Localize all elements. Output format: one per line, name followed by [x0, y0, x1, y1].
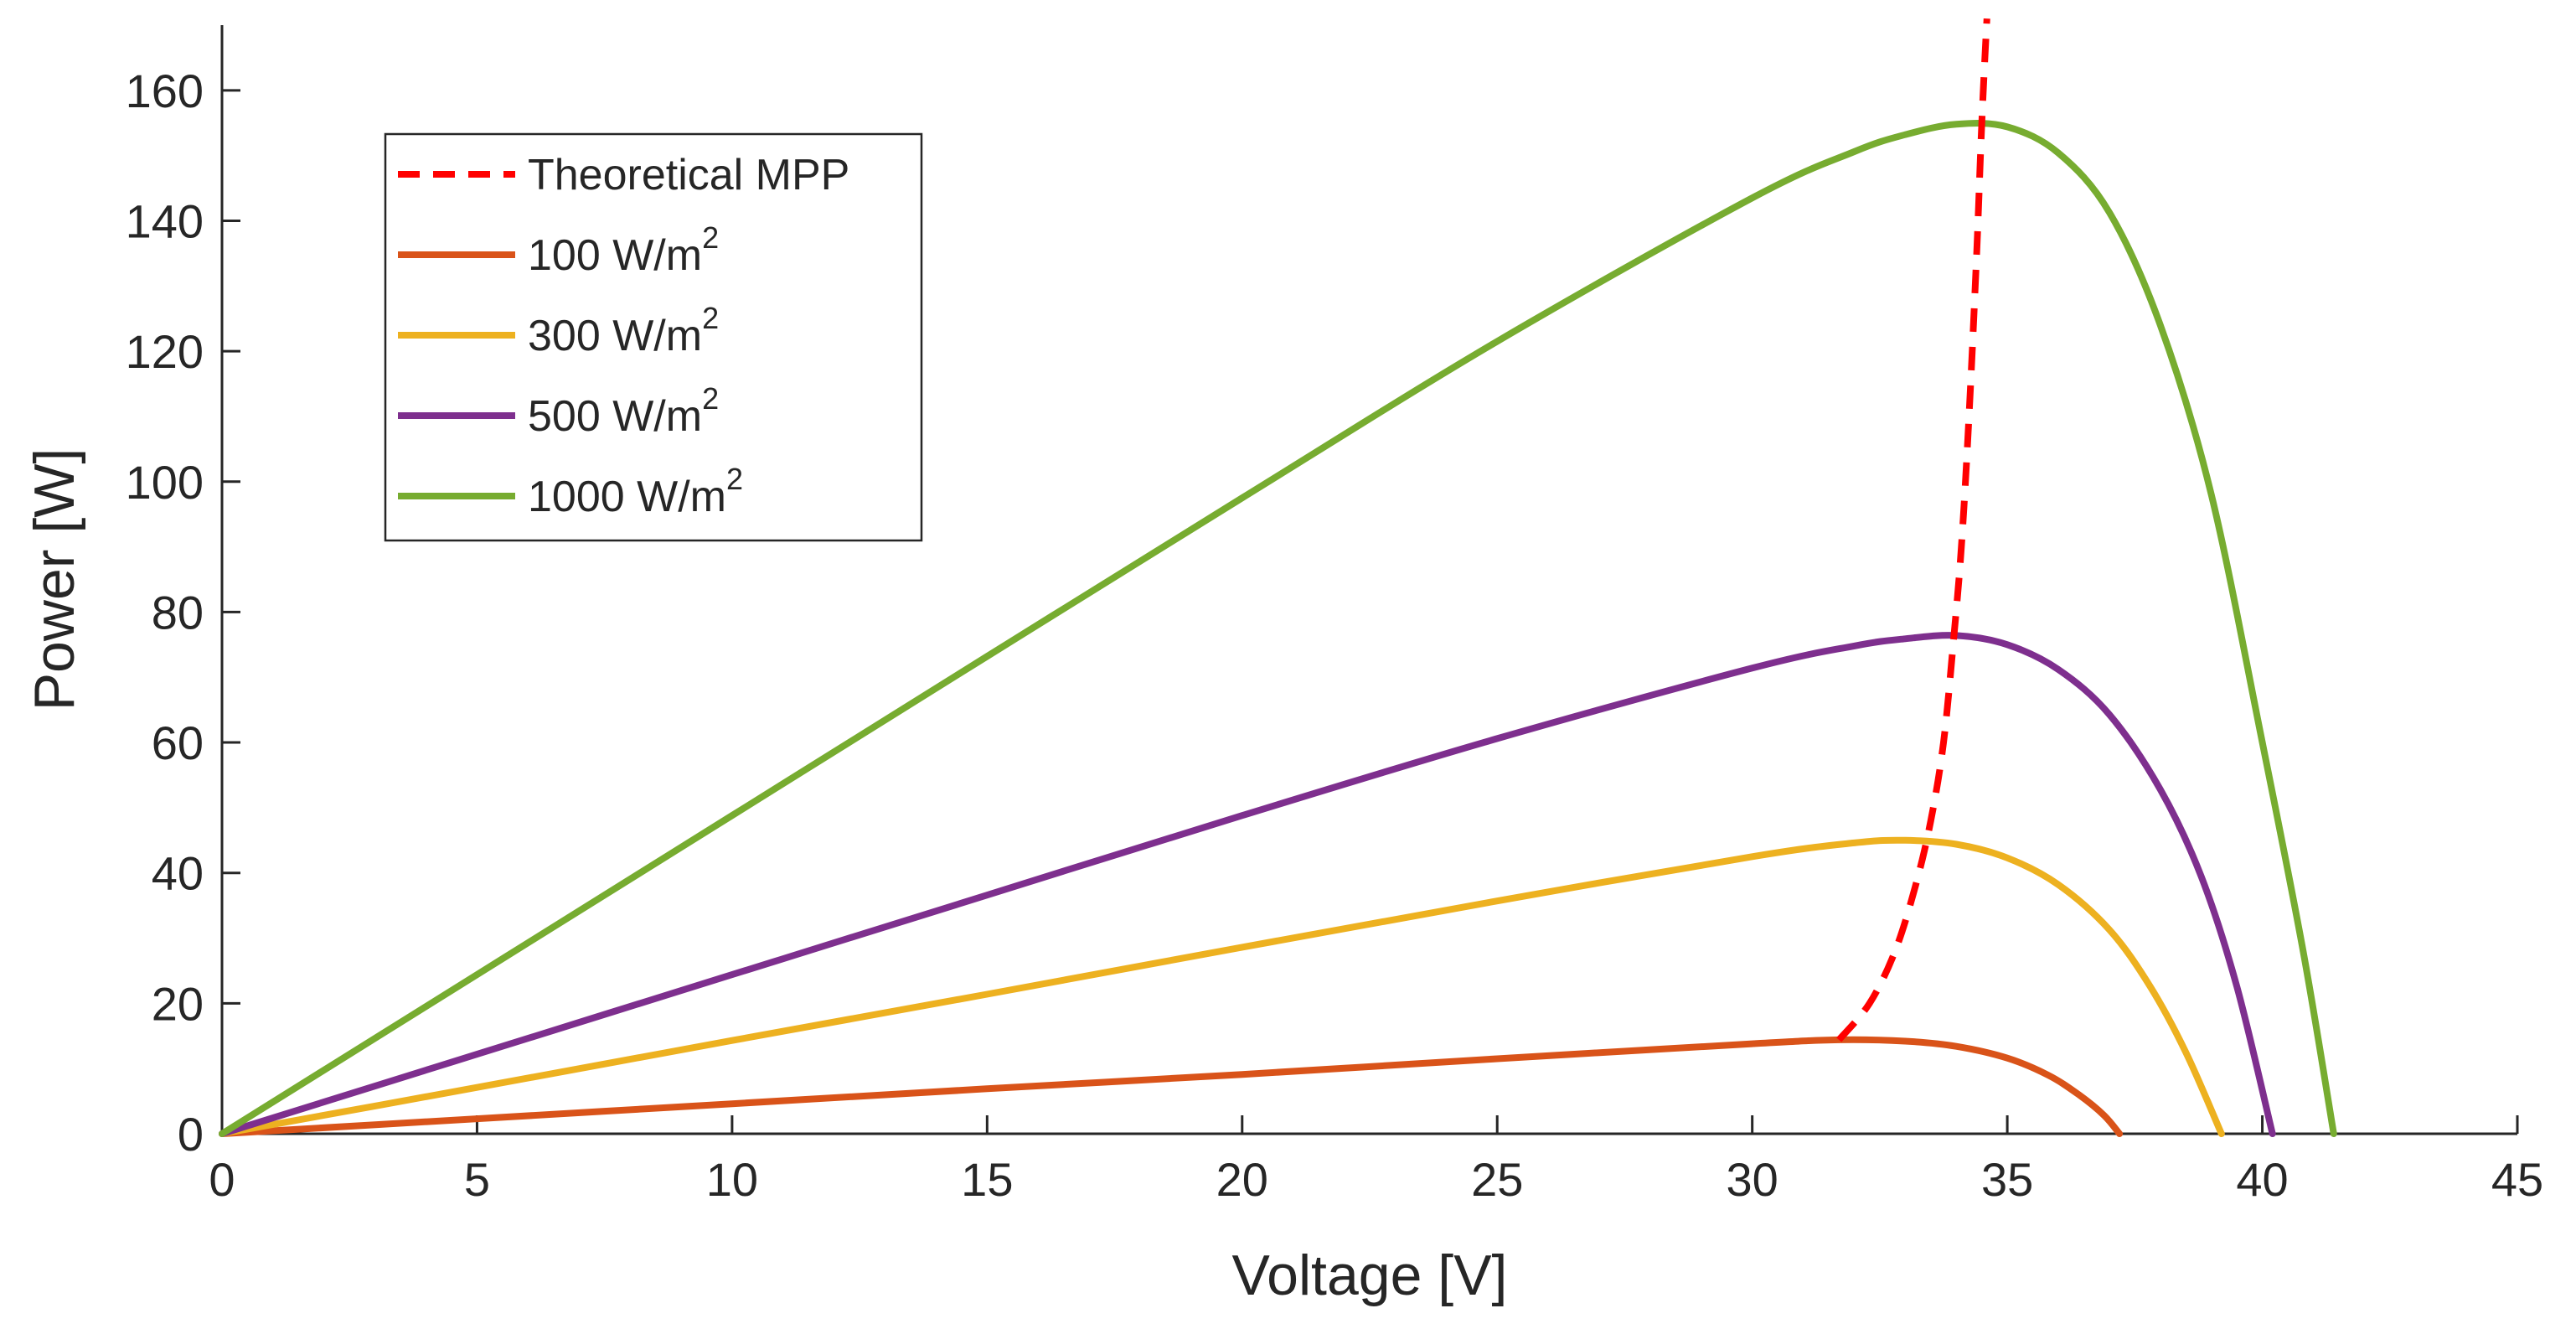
- x-axis-title: Voltage [V]: [1232, 1244, 1508, 1307]
- y-tick-label: 40: [152, 847, 204, 900]
- legend-label-superscript: 2: [702, 220, 719, 255]
- legend-label: 1000 W/m2: [528, 462, 743, 521]
- axes: [220, 25, 2517, 1135]
- x-tick-label: 30: [1727, 1153, 1778, 1206]
- legend-label-superscript: 2: [702, 301, 719, 335]
- legend-label-text: 500 W/m: [528, 392, 702, 441]
- legend-label: 300 W/m2: [528, 301, 719, 360]
- legend-label-text: 1000 W/m: [528, 473, 726, 521]
- legend-label-superscript: 2: [702, 381, 719, 416]
- y-tick-label: 140: [126, 194, 204, 247]
- series-line-1000-w-m2: [219, 120, 2337, 1137]
- x-tick-label: 25: [1471, 1153, 1523, 1206]
- legend-label-text: 100 W/m: [528, 231, 702, 280]
- x-tick-label: 10: [706, 1153, 758, 1206]
- legend-label-text: 300 W/m: [528, 312, 702, 360]
- x-tick-label: 5: [464, 1153, 490, 1206]
- y-tick-label: 0: [178, 1108, 204, 1161]
- series-line-300-w-m2: [219, 836, 2225, 1137]
- y-tick-label: 20: [152, 977, 204, 1030]
- legend-label: 500 W/m2: [528, 381, 719, 441]
- series-line-500-w-m2: [219, 632, 2276, 1137]
- legend-label-superscript: 2: [726, 462, 743, 496]
- legend-label: 100 W/m2: [528, 220, 719, 280]
- y-tick-label: 100: [126, 456, 204, 509]
- x-ticks: 0 5 10 15 20 25 30 35 40 45: [209, 1115, 2543, 1206]
- x-tick-label: 40: [2236, 1153, 2288, 1206]
- y-tick-label: 80: [152, 586, 204, 639]
- series-line-theoretical-mpp: [1836, 18, 1990, 1042]
- x-tick-label: 45: [2491, 1153, 2543, 1206]
- y-axis-title: Power [W]: [23, 448, 86, 711]
- y-ticks: 0 20 40 60 80 100 120 140 160: [126, 65, 240, 1161]
- x-tick-label: 35: [1981, 1153, 2033, 1206]
- x-tick-label: 15: [961, 1153, 1013, 1206]
- y-tick-label: 160: [126, 65, 204, 117]
- y-tick-label: 120: [126, 325, 204, 378]
- x-tick-label: 20: [1216, 1153, 1268, 1206]
- x-tick-label: 0: [209, 1153, 235, 1206]
- legend-label: Theoretical MPP: [528, 151, 849, 199]
- series-group: [219, 18, 2337, 1137]
- legend-label-text: Theoretical MPP: [528, 151, 849, 199]
- y-tick-label: 60: [152, 716, 204, 769]
- series-line-100-w-m2: [219, 1036, 2124, 1137]
